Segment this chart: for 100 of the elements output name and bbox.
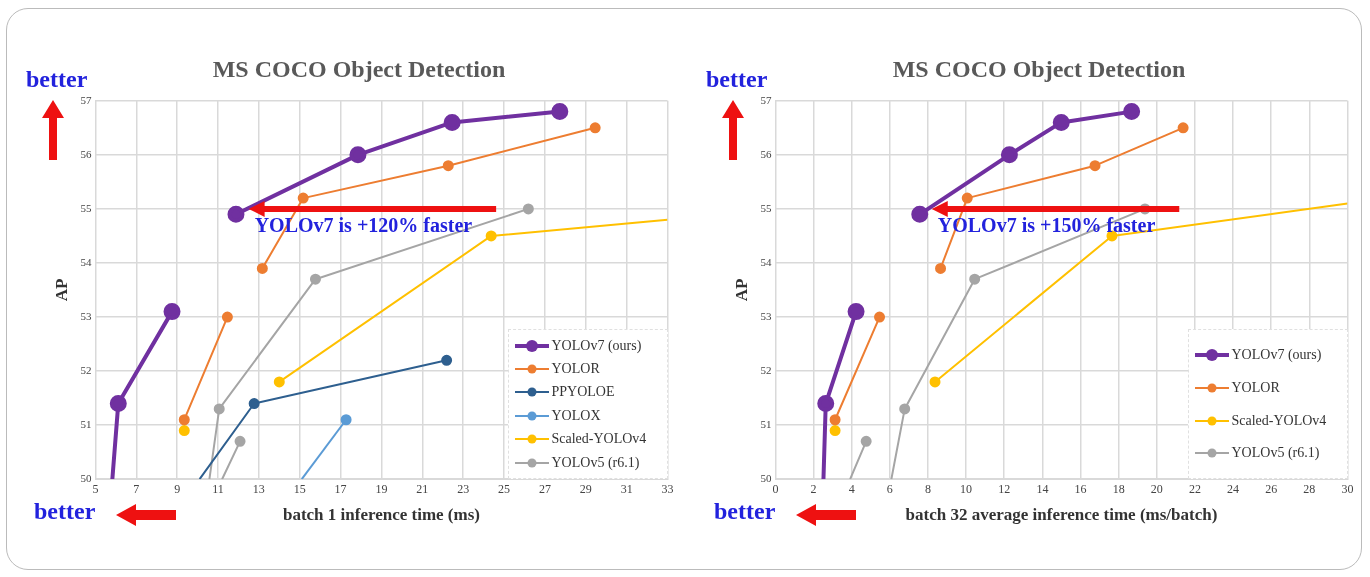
- x-tick-label: 12: [998, 481, 1011, 496]
- point: [340, 414, 352, 426]
- chart-title: MS COCO Object Detection: [892, 55, 1186, 82]
- x-tick-label: 30: [1341, 481, 1354, 496]
- point: [485, 230, 497, 242]
- point: [522, 203, 534, 215]
- point: [1089, 160, 1101, 172]
- x-tick-label: 2: [810, 481, 817, 496]
- text: better: [26, 66, 88, 93]
- text: better: [34, 498, 96, 525]
- x-axis-title: batch 1 inference time (ms): [282, 505, 480, 525]
- x-tick-label: 13: [252, 481, 265, 496]
- y-axis-title: AP: [51, 278, 71, 302]
- legend-label: Scaled-YOLOv4: [1231, 412, 1327, 429]
- point: [551, 103, 569, 121]
- point: [829, 425, 841, 437]
- point: [874, 311, 886, 323]
- point: [442, 160, 454, 172]
- x-tick-label: 23: [457, 481, 470, 496]
- legend-label: Scaled-YOLOv4: [551, 431, 647, 448]
- point: [441, 354, 453, 366]
- point: [1123, 103, 1141, 121]
- x-tick-label: 21: [416, 481, 429, 496]
- legend-label: YOLOR: [1231, 379, 1280, 396]
- x-tick-label: 9: [174, 481, 181, 496]
- legend-label: YOLOv5 (r6.1): [1231, 445, 1320, 462]
- y-tick-label: 56: [80, 147, 92, 160]
- y-tick-label: 50: [760, 472, 772, 485]
- x-tick-label: 16: [1074, 481, 1087, 496]
- point: [911, 205, 929, 223]
- point: [109, 395, 127, 413]
- point: [221, 311, 233, 323]
- x-tick-label: 6: [886, 481, 893, 496]
- point: [929, 376, 941, 388]
- x-tick-label: 28: [1303, 481, 1316, 496]
- x-tick-label: 0: [772, 481, 779, 496]
- point: [847, 303, 865, 321]
- point: [1052, 113, 1070, 131]
- legend-label: YOLOR: [551, 361, 600, 378]
- y-axis-title: AP: [731, 278, 751, 302]
- text: better: [714, 498, 776, 525]
- x-tick-label: 7: [133, 481, 140, 496]
- x-tick-label: 22: [1188, 481, 1201, 496]
- y-tick-label: 53: [80, 309, 92, 322]
- x-tick-label: 26: [1265, 481, 1278, 496]
- x-tick-label: 11: [212, 481, 224, 496]
- legend-label: PPYOLOE: [551, 384, 615, 401]
- chart-title: MS COCO Object Detection: [212, 55, 506, 82]
- y-tick-label: 53: [760, 309, 772, 322]
- point: [969, 273, 981, 285]
- point: [163, 303, 181, 321]
- y-tick-label: 57: [760, 93, 772, 106]
- point: [309, 273, 321, 285]
- point: [1177, 122, 1189, 134]
- point: [829, 414, 841, 426]
- y-tick-label: 57: [80, 93, 92, 106]
- point: [248, 398, 260, 410]
- point: [273, 376, 285, 388]
- x-tick-label: 14: [1036, 481, 1049, 496]
- y-tick-label: 51: [760, 418, 772, 431]
- y-tick-label: 52: [80, 363, 92, 376]
- x-tick-label: 25: [498, 481, 511, 496]
- y-tick-label: 50: [80, 472, 92, 485]
- point: [1000, 146, 1018, 164]
- x-tick-label: 17: [334, 481, 347, 496]
- point: [256, 262, 268, 274]
- x-tick-label: 5: [92, 481, 99, 496]
- x-tick-label: 19: [375, 481, 388, 496]
- x-tick-label: 24: [1227, 481, 1240, 496]
- point: [227, 205, 245, 223]
- y-tick-label: 54: [80, 255, 92, 268]
- legend-label: YOLOX: [551, 407, 601, 424]
- x-tick-label: 31: [620, 481, 633, 496]
- y-tick-label: 54: [760, 255, 772, 268]
- point: [213, 403, 225, 415]
- y-tick-label: 51: [80, 418, 92, 431]
- x-tick-label: 4: [848, 481, 855, 496]
- x-tick-label: 33: [661, 481, 674, 496]
- x-tick-label: 18: [1112, 481, 1125, 496]
- y-tick-label: 52: [760, 363, 772, 376]
- legend-label: YOLOv5 (r6.1): [551, 454, 640, 471]
- y-tick-label: 56: [760, 147, 772, 160]
- point: [899, 403, 911, 415]
- point: [178, 425, 190, 437]
- x-tick-label: 27: [538, 481, 551, 496]
- point: [817, 395, 835, 413]
- point: [349, 146, 367, 164]
- point: [935, 262, 947, 274]
- y-tick-label: 55: [80, 201, 92, 214]
- point: [589, 122, 601, 134]
- legend-label: YOLOv7 (ours): [551, 337, 642, 354]
- y-tick-label: 55: [760, 201, 772, 214]
- x-tick-label: 8: [924, 481, 931, 496]
- point: [961, 192, 973, 204]
- x-tick-label: 10: [960, 481, 973, 496]
- text: better: [706, 66, 768, 93]
- x-axis-title: batch 32 average inference time (ms/batch): [905, 505, 1218, 525]
- point: [297, 192, 309, 204]
- x-tick-label: 15: [293, 481, 306, 496]
- legend-label: YOLOv7 (ours): [1231, 347, 1322, 363]
